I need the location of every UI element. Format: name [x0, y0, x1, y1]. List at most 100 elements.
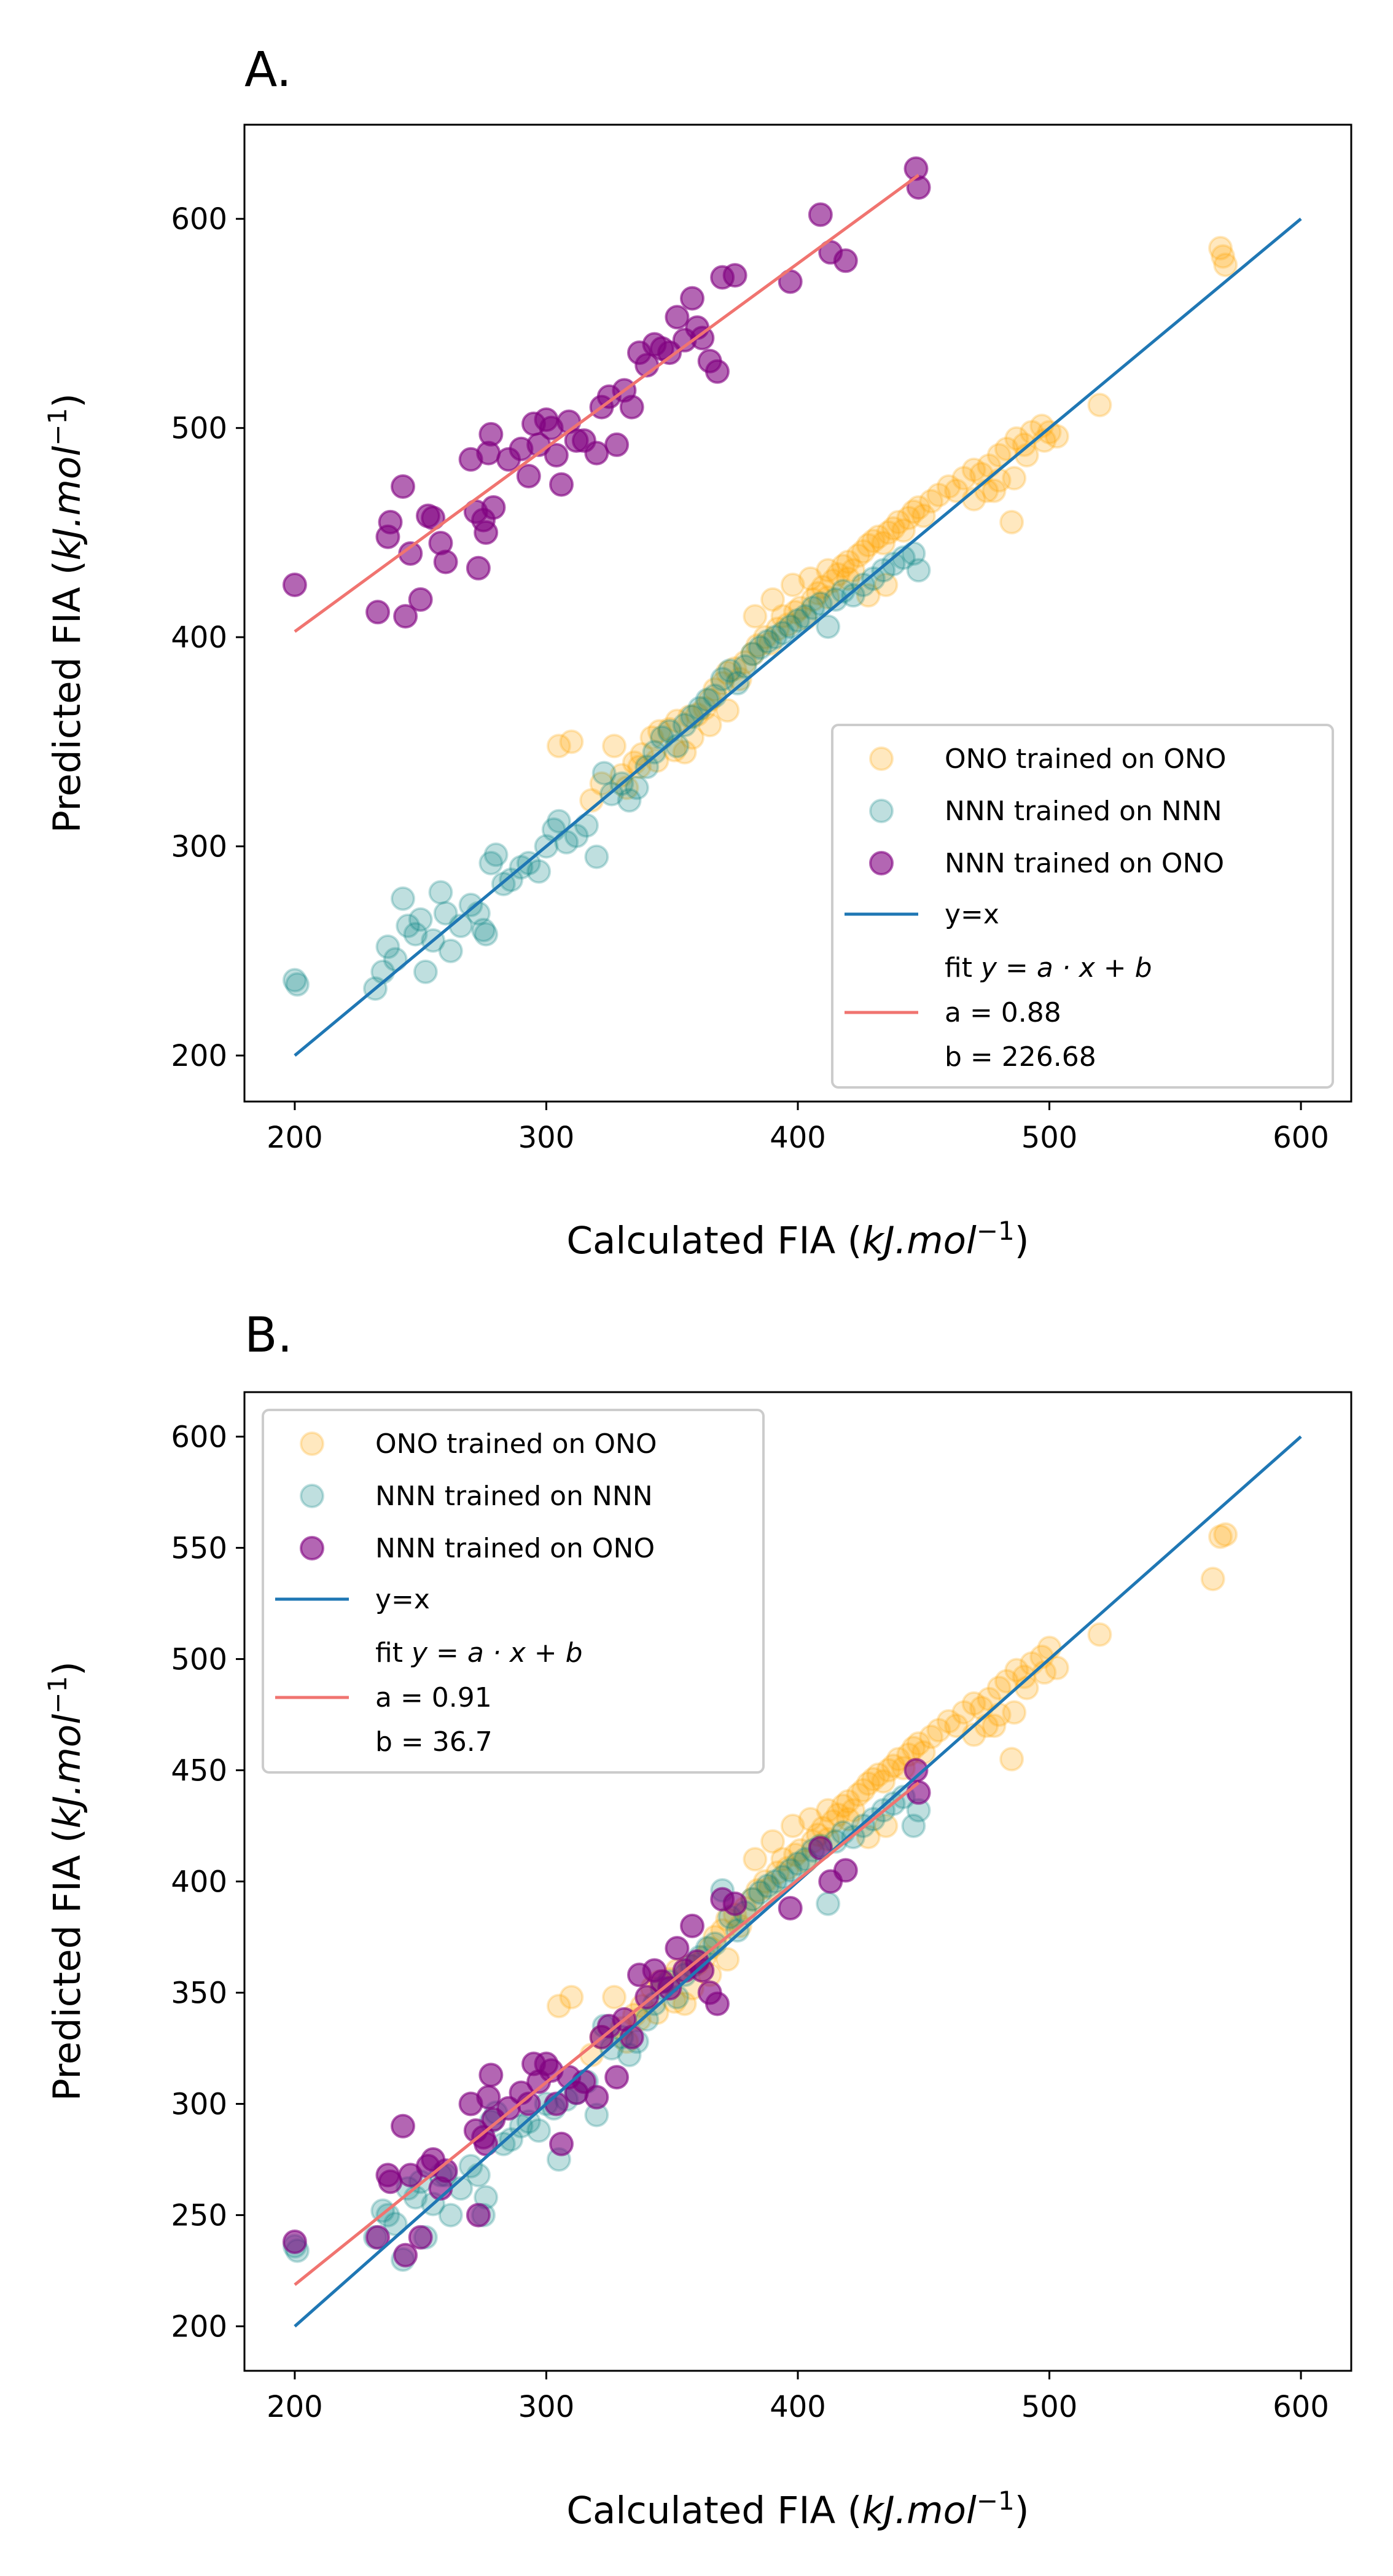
- panel-b-point-ono: [835, 1789, 860, 1814]
- panel-a-point-nnn-ono: [393, 604, 418, 629]
- panel-a-point-nnn: [526, 859, 552, 884]
- panel-b: B. 200 300 400 500 600 200 250 300 350 400 450 500 5…: [42, 1308, 1352, 2532]
- panel-b-point-nnn: [747, 1880, 773, 1905]
- panel-a-legend-label-a: a = 0.88: [945, 997, 1061, 1028]
- panel-b-y-axis-label: Predicted FIA (kJ.mol−1): [42, 1661, 89, 2101]
- panel-b-point-nnn-ono: [365, 2225, 391, 2250]
- panel-a-point-ono: [559, 729, 584, 754]
- panel-a-point-nnn: [763, 625, 788, 650]
- panel-a-point-ono: [745, 633, 770, 658]
- panel-a-point-ono: [860, 528, 886, 554]
- panel-a-point-ono: [886, 509, 911, 534]
- panel-a-point-nnn: [413, 959, 438, 984]
- panel-a-point-ono: [1012, 432, 1037, 457]
- panel-b-point-ono: [856, 1771, 881, 1796]
- panel-b-point-nnn-ono: [474, 2131, 499, 2156]
- panel-b-point-ono: [1208, 1524, 1233, 1549]
- panel-b-y-tick-label: 300: [171, 2088, 227, 2122]
- panel-a-point-nnn: [710, 667, 735, 692]
- panel-b-point-nnn: [466, 2163, 491, 2188]
- panel-a-point-ono: [856, 533, 881, 558]
- panel-a-point-ono: [816, 558, 841, 583]
- panel-b-point-ono: [745, 1877, 770, 1903]
- panel-b-point-ono: [775, 1855, 800, 1881]
- panel-a-point-nnn: [732, 654, 757, 679]
- panel-a-point-ono: [647, 719, 672, 744]
- panel-b-point-nnn-ono: [584, 2085, 609, 2110]
- panel-a-legend-label-yx: y=x: [945, 899, 999, 930]
- panel-b-point-ono: [944, 1713, 969, 1739]
- panel-a-point-nnn: [808, 591, 833, 616]
- panel-b-point-ono: [886, 1747, 911, 1772]
- panel-b-point-ono: [841, 1798, 866, 1823]
- panel-a-point-nnn: [499, 867, 524, 893]
- panel-a-point-ono: [788, 595, 813, 621]
- panel-a-point-nnn: [841, 583, 866, 608]
- panel-a-point-ono: [926, 482, 951, 507]
- panel-b-point-ono: [851, 1778, 876, 1803]
- panel-b-point-ono: [821, 1809, 846, 1834]
- panel-a-point-nnn-ono: [282, 573, 307, 598]
- panel-a-point-nnn: [800, 595, 825, 621]
- panel-a-point-nnn: [483, 842, 509, 867]
- panel-a-x-tick-label: 600: [1273, 1121, 1329, 1155]
- panel-a-point-ono: [546, 734, 571, 759]
- panel-b-y-tick-label: 250: [171, 2199, 227, 2233]
- panel-b-point-nnn: [499, 2127, 524, 2152]
- panel-a-point-nnn-ono: [549, 472, 574, 497]
- panel-a-point-nnn-ono: [584, 440, 609, 466]
- panel-a-point-ono: [951, 466, 977, 491]
- panel-b-point-ono: [846, 1782, 871, 1807]
- panel-b-point-nnn-ono: [690, 1958, 715, 1983]
- panel-a-point-ono: [911, 503, 936, 528]
- panel-b-point-ono: [873, 1813, 899, 1838]
- panel-a-legend-marker-nnn-ono: [869, 851, 894, 875]
- panel-a-point-nnn-ono: [808, 202, 833, 227]
- panel-a-point-nnn: [408, 907, 433, 932]
- panel-a-point-ono: [891, 518, 916, 543]
- panel-b-point-ono: [780, 1813, 805, 1838]
- panel-b-point-nnn: [383, 2212, 408, 2237]
- panel-a-point-nnn: [747, 635, 773, 660]
- panel-b-point-nnn-ono: [722, 1891, 747, 1916]
- panel-a-point-nnn: [282, 968, 307, 993]
- panel-b-point-nnn-ono: [378, 2169, 403, 2194]
- panel-a-point-ono: [727, 667, 752, 692]
- panel-b-legend-label-yx: y=x: [375, 1584, 430, 1615]
- panel-b-point-ono: [559, 1984, 584, 2010]
- panel-a-point-nnn: [546, 808, 571, 834]
- panel-a-point-nnn: [564, 823, 589, 848]
- panel-a-point-ono: [715, 698, 740, 723]
- panel-a-point-ono: [589, 771, 614, 796]
- panel-b-y-tick-label: 500: [171, 1642, 227, 1677]
- panel-b-point-nnn-ono: [282, 2230, 307, 2255]
- panel-a-point-ono: [856, 583, 881, 608]
- panel-b-point-ono: [926, 1718, 951, 1743]
- panel-b-point-nnn-ono: [604, 2065, 630, 2090]
- panel-a-point-ono: [1004, 426, 1029, 451]
- panel-a-y-tick-label: 200: [171, 1039, 227, 1073]
- panel-a-point-nnn: [881, 551, 906, 576]
- panel-b-point-ono: [752, 1869, 778, 1894]
- panel-a: A. 200 300 400 500 600 200 300 400 500 600 Calcul…: [42, 42, 1352, 1263]
- panel-b-point-ono: [743, 1847, 768, 1872]
- panel-a-point-nnn: [672, 713, 697, 738]
- panel-a-point-nnn-ono: [722, 263, 747, 288]
- panel-a-point-nnn: [391, 886, 416, 911]
- panel-a-point-ono: [1037, 420, 1062, 445]
- panel-a-point-nnn: [778, 614, 803, 640]
- panel-b-title: B.: [244, 1308, 292, 1363]
- panel-a-point-nnn-ono: [365, 600, 391, 625]
- panel-a-point-nnn: [793, 604, 818, 629]
- panel-b-point-ono: [546, 1994, 571, 2019]
- panel-a-point-ono: [816, 585, 841, 610]
- panel-b-x-tick-label: 300: [518, 2390, 575, 2424]
- panel-b-point-ono: [866, 1762, 891, 1787]
- panel-a-point-ono: [821, 568, 846, 593]
- panel-a-yx-line: [294, 217, 1302, 1057]
- panel-a-point-ono: [798, 566, 823, 591]
- panel-b-y-tick-label: 450: [171, 1753, 227, 1788]
- panel-a-legend-marker-ono: [869, 746, 894, 771]
- panel-a-point-ono: [800, 587, 825, 612]
